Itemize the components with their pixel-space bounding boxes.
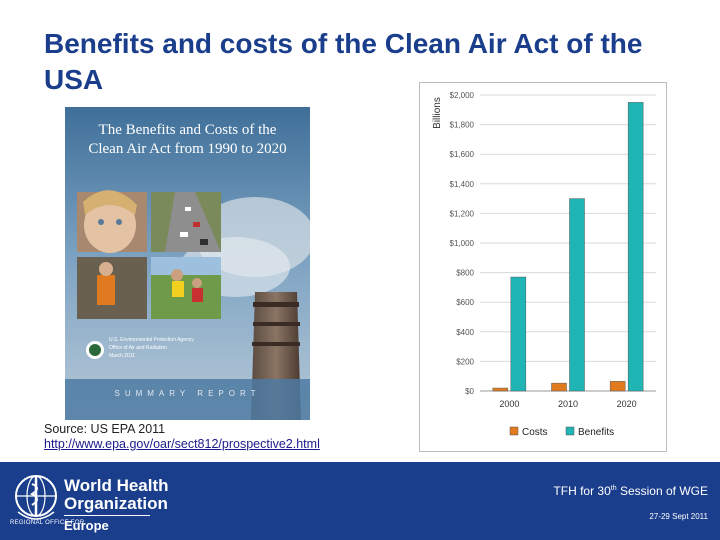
y-tick-label: $1,800 (450, 121, 475, 130)
y-tick-label: $800 (456, 269, 474, 278)
y-tick-label: $1,200 (450, 209, 475, 218)
y-tick-label: $600 (456, 298, 474, 307)
report-cover-image: The Benefits and Costs of the Clean Air … (65, 107, 310, 420)
source-label: Source: US EPA 2011 (44, 422, 166, 436)
x-tick-label: 2010 (558, 399, 578, 409)
y-tick-label: $0 (465, 387, 474, 396)
y-tick-label: $400 (456, 328, 474, 337)
x-tick-label: 2020 (617, 399, 637, 409)
bar-benefits-2020 (627, 102, 644, 392)
y-tick-label: $200 (456, 357, 474, 366)
event-label: TFH for 30th Session of WGE (553, 484, 708, 498)
cover-report-label: SUMMARY REPORT (114, 389, 261, 398)
slide-title: Benefits and costs of the Clean Air Act … (44, 28, 643, 95)
y-tick-label: $2,000 (450, 91, 475, 100)
legend-label-costs: Costs (522, 427, 548, 438)
who-name: World Health Organization (64, 476, 169, 513)
who-emblem-icon (15, 475, 57, 520)
y-tick-label: $1,600 (450, 150, 475, 159)
bar-benefits-2010 (569, 198, 585, 392)
bar-chart: $0 $200 $400 $600 $800 $1,000 $1,200 $1,400 $1,6… (432, 91, 656, 438)
bar-benefits-2000 (510, 276, 527, 392)
bar-costs-2000 (492, 387, 509, 392)
cover-agency: U.S. Environmental Protection Agency Off… (109, 337, 194, 359)
source-url-link[interactable]: http://www.epa.gov/oar/sect812/prospecti… (44, 437, 320, 451)
source-citation: Source: US EPA 2011 http://www.epa.gov/o… (44, 422, 320, 452)
legend-swatch-benefits (565, 426, 575, 436)
footer-divider (64, 515, 150, 516)
footer-bar: World Health Organization REGIONAL OFFIC… (0, 462, 720, 540)
legend-label-benefits: Benefits (578, 427, 614, 438)
y-axis-label: Billions (432, 97, 443, 129)
event-date: 27-29 Sept 2011 (649, 512, 708, 521)
y-tick-label: $1,000 (450, 239, 475, 248)
chart-panel: $0 $200 $400 $600 $800 $1,000 $1,200 $1,400 $1,6… (419, 82, 667, 452)
y-tick-label: $1,400 (450, 180, 475, 189)
cover-title: The Benefits and Costs of the Clean Air … (88, 122, 287, 157)
legend-swatch-costs (509, 426, 519, 436)
bar-costs-2020 (609, 381, 626, 392)
x-tick-label: 2000 (499, 399, 519, 409)
bar-costs-2010 (551, 382, 567, 392)
regional-office-label: REGIONAL OFFICE FOR (10, 520, 85, 526)
region-label: Europe (64, 518, 109, 533)
